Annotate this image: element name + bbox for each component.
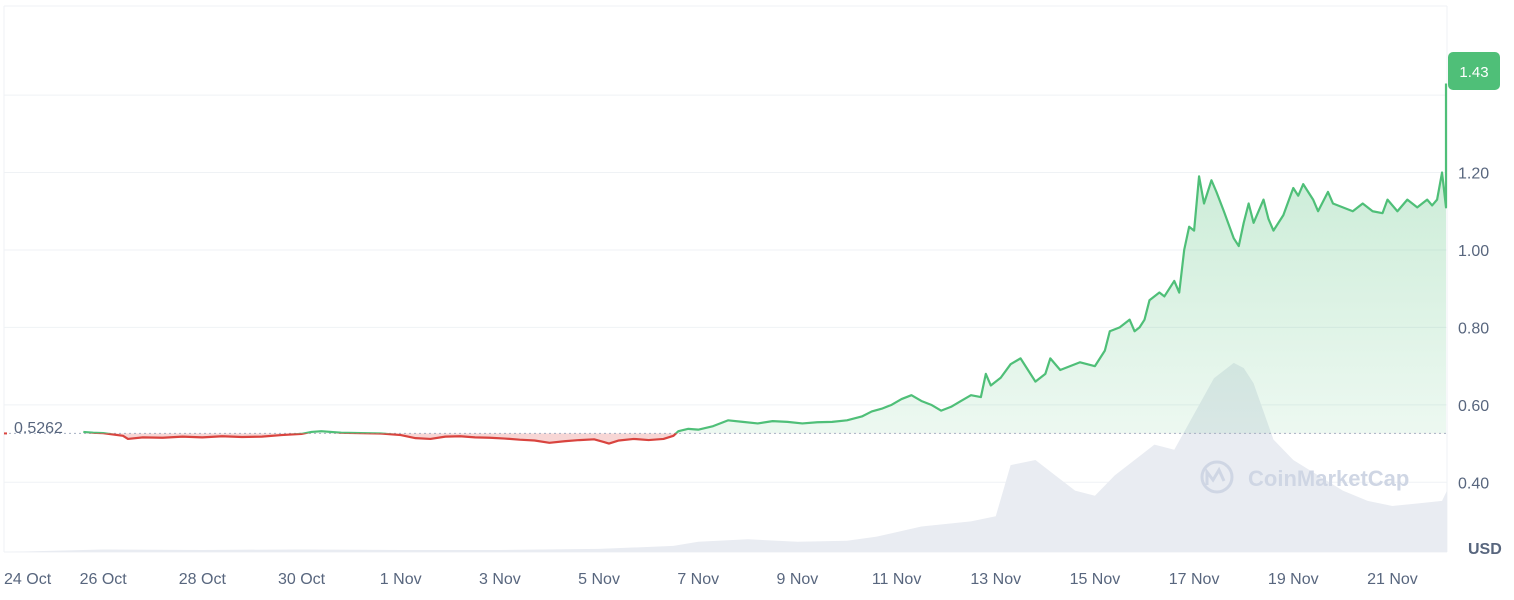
x-tick-label: 5 Nov — [578, 571, 620, 588]
x-tick-label: 28 Oct — [179, 571, 227, 588]
x-tick-label: 1 Nov — [380, 571, 422, 588]
x-tick-label: 19 Nov — [1268, 571, 1319, 588]
x-tick-label: 9 Nov — [777, 571, 819, 588]
x-axis-ticks: 24 Oct 26 Oct 28 Oct 30 Oct 1 Nov 3 Nov 5 Nov 7… — [4, 571, 1418, 588]
volume-area — [4, 362, 1447, 552]
volume-shape — [4, 362, 1447, 552]
baseline-value-label: 0.5262 — [14, 420, 63, 437]
watermark-text: CoinMarketCap — [1248, 466, 1409, 491]
x-tick-label: 7 Nov — [677, 571, 719, 588]
price-line-up — [83, 83, 1448, 434]
x-tick-label: 30 Oct — [278, 571, 326, 588]
y-axis-ticks: 0.40 0.60 0.80 1.00 1.20 — [1458, 166, 1489, 493]
coinmarketcap-logo-icon — [1200, 460, 1234, 494]
x-tick-label: 3 Nov — [479, 571, 521, 588]
current-price-badge-bg — [1448, 52, 1500, 90]
x-tick-label: 24 Oct — [4, 571, 52, 588]
current-price-value: 1.43 — [1459, 64, 1488, 81]
price-area-fills — [83, 83, 1446, 444]
coinmarketcap-watermark: CoinMarketCap — [1200, 460, 1409, 494]
x-tick-label: 13 Nov — [970, 571, 1021, 588]
baseline-label: 0.5262 — [14, 420, 63, 437]
current-price-badge: 1.43 — [1448, 52, 1500, 90]
x-tick-label: 26 Oct — [80, 571, 128, 588]
x-tick-label: 15 Nov — [1070, 571, 1121, 588]
unit-label: USD — [1468, 541, 1502, 558]
y-tick-label: 0.60 — [1458, 398, 1489, 415]
y-tick-label: 1.20 — [1458, 166, 1489, 183]
y-tick-label: 0.80 — [1458, 320, 1489, 337]
y-tick-label: 0.40 — [1458, 475, 1489, 492]
x-tick-label: 11 Nov — [872, 571, 922, 588]
price-area-down — [83, 433, 1446, 444]
x-tick-label: 17 Nov — [1169, 571, 1220, 588]
price-line-down — [88, 433, 678, 445]
x-tick-label: 21 Nov — [1367, 571, 1418, 588]
y-tick-label: 1.00 — [1458, 243, 1489, 260]
price-lines — [4, 83, 1448, 445]
price-area-up — [83, 83, 1446, 434]
